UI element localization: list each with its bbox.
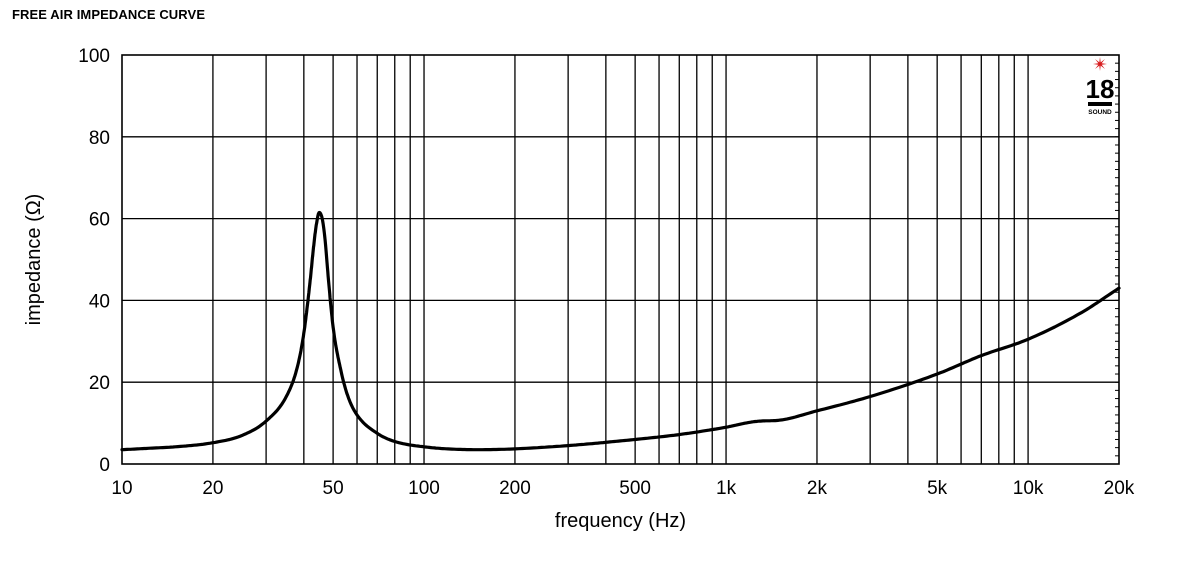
- y-tick-label: 20: [89, 373, 110, 394]
- plot-frame: [121, 54, 1120, 465]
- y-axis-label: impedance (Ω): [23, 194, 45, 326]
- chart-title: FREE AIR IMPEDANCE CURVE: [12, 7, 206, 22]
- y-tick-label: 40: [89, 291, 110, 312]
- major-gridlines: [122, 136, 1119, 383]
- x-tick-labels: 10 20 50 100 200 500 1k 2k 5k 10k 20k: [111, 478, 1134, 499]
- x-axis-label: frequency (Hz): [555, 510, 686, 532]
- y-tick-label: 60: [89, 210, 110, 231]
- logo-number: 18: [1086, 74, 1115, 104]
- series-line-impedance: [120, 210, 1121, 452]
- x-tick-label: 20k: [1104, 478, 1135, 499]
- logo-word: SOUND: [1088, 109, 1112, 116]
- y-tick-labels: 0 20 40 60 80 100: [78, 46, 110, 476]
- logo-star-icon: [1093, 57, 1107, 71]
- y-tick-label: 100: [78, 46, 110, 67]
- x-tick-label: 20: [202, 478, 223, 499]
- x-tick-label: 2k: [807, 478, 828, 499]
- minor-gridlines: [212, 55, 1029, 464]
- brand-logo: 18 SOUND: [1086, 57, 1115, 116]
- x-tick-label: 1k: [716, 478, 737, 499]
- x-tick-label: 100: [408, 478, 440, 499]
- x-tick-label: 200: [499, 478, 531, 499]
- logo-bar: [1088, 102, 1112, 106]
- x-tick-label: 10k: [1013, 478, 1044, 499]
- y-tick-label: 80: [89, 128, 110, 149]
- x-tick-label: 50: [323, 478, 344, 499]
- x-tick-label: 500: [619, 478, 651, 499]
- x-tick-label: 10: [111, 478, 132, 499]
- x-tick-label: 5k: [927, 478, 948, 499]
- y-tick-label: 0: [99, 455, 110, 476]
